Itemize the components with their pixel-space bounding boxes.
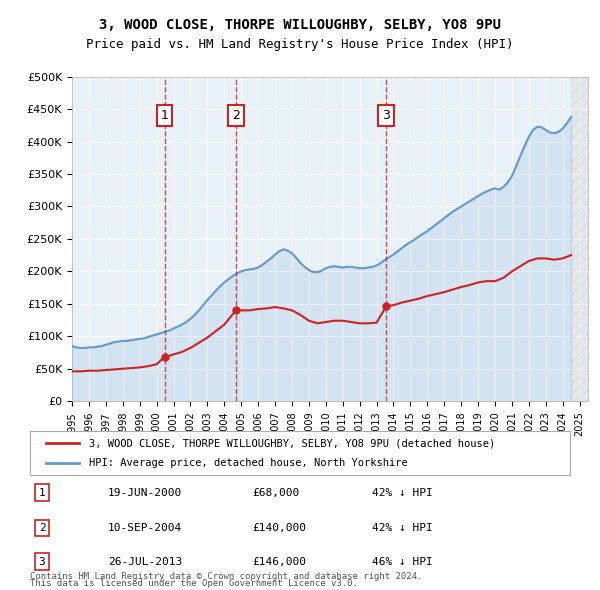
Text: £140,000: £140,000: [252, 523, 306, 533]
Text: 3: 3: [38, 557, 46, 566]
Text: 46% ↓ HPI: 46% ↓ HPI: [372, 557, 433, 566]
Text: 19-JUN-2000: 19-JUN-2000: [108, 488, 182, 497]
Text: 2: 2: [232, 109, 240, 122]
Text: Price paid vs. HM Land Registry's House Price Index (HPI): Price paid vs. HM Land Registry's House …: [86, 38, 514, 51]
Text: £68,000: £68,000: [252, 488, 299, 497]
Text: £146,000: £146,000: [252, 557, 306, 566]
Text: 1: 1: [38, 488, 46, 497]
Text: 42% ↓ HPI: 42% ↓ HPI: [372, 488, 433, 497]
Text: Contains HM Land Registry data © Crown copyright and database right 2024.: Contains HM Land Registry data © Crown c…: [30, 572, 422, 581]
Text: 3: 3: [382, 109, 390, 122]
Text: 2: 2: [38, 523, 46, 533]
Text: This data is licensed under the Open Government Licence v3.0.: This data is licensed under the Open Gov…: [30, 579, 358, 588]
Text: HPI: Average price, detached house, North Yorkshire: HPI: Average price, detached house, Nort…: [89, 458, 408, 467]
Text: 10-SEP-2004: 10-SEP-2004: [108, 523, 182, 533]
Text: 26-JUL-2013: 26-JUL-2013: [108, 557, 182, 566]
Text: 3, WOOD CLOSE, THORPE WILLOUGHBY, SELBY, YO8 9PU: 3, WOOD CLOSE, THORPE WILLOUGHBY, SELBY,…: [99, 18, 501, 32]
Text: 1: 1: [161, 109, 169, 122]
Text: 42% ↓ HPI: 42% ↓ HPI: [372, 523, 433, 533]
Text: 3, WOOD CLOSE, THORPE WILLOUGHBY, SELBY, YO8 9PU (detached house): 3, WOOD CLOSE, THORPE WILLOUGHBY, SELBY,…: [89, 438, 496, 448]
